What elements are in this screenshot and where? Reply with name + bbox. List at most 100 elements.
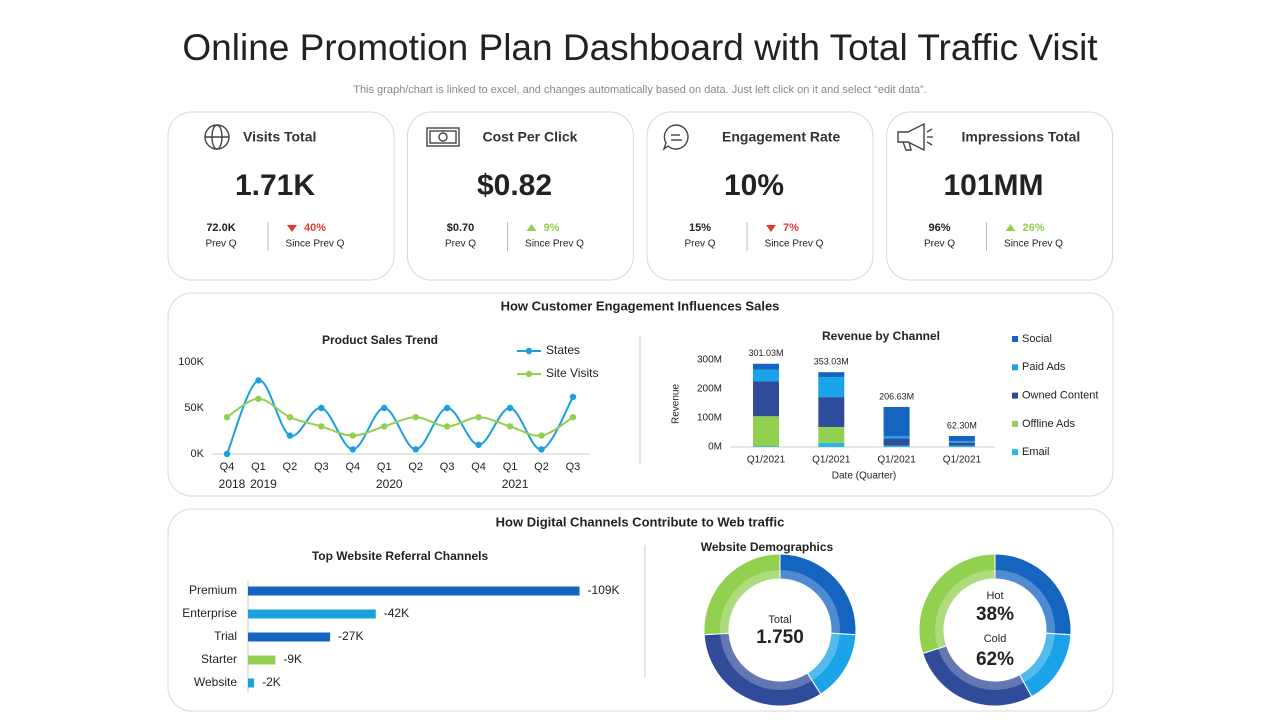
data-point xyxy=(569,393,577,401)
value-label: -2K xyxy=(262,675,281,689)
center-label: Hot xyxy=(986,590,1003,602)
legend-swatch xyxy=(1012,336,1018,342)
legend-marker xyxy=(525,370,533,378)
x-tick-label: Q1/2021 xyxy=(877,455,916,466)
data-point xyxy=(538,432,545,439)
kpi-prev-label: Prev Q xyxy=(684,239,715,250)
x-tick-label: Q2 xyxy=(408,461,423,473)
kpi-title: Cost Per Click xyxy=(483,129,578,145)
kpi-prev-label: Prev Q xyxy=(924,239,955,250)
bar xyxy=(248,678,255,688)
value-label: -27K xyxy=(338,629,363,643)
kpi-value: 1.71K xyxy=(235,169,315,202)
x-tick-label: Q1 xyxy=(251,461,266,473)
donut-inner-band xyxy=(780,570,840,634)
kpi-change: 7% xyxy=(783,222,799,234)
total-label: 301.03M xyxy=(748,348,783,358)
year-label: 2021 xyxy=(502,477,529,491)
chart-title: Product Sales Trend xyxy=(322,333,438,347)
trend-arrow xyxy=(766,225,776,232)
legend-label: Owned Content xyxy=(1022,390,1098,402)
data-point xyxy=(443,404,451,412)
x-tick-label: Q1 xyxy=(377,461,392,473)
bar-segment xyxy=(883,438,910,446)
data-point xyxy=(255,395,262,402)
bar-segment xyxy=(818,442,845,447)
data-point xyxy=(223,414,231,421)
center-label: 38% xyxy=(976,604,1014,625)
x-tick-label: Q4 xyxy=(471,461,486,473)
kpi-card xyxy=(646,111,874,281)
data-point xyxy=(506,404,514,412)
legend-swatch xyxy=(1012,392,1018,399)
legend-swatch xyxy=(1012,420,1018,427)
data-point xyxy=(569,414,577,421)
cash-icon xyxy=(426,127,460,147)
section-title: How Digital Channels Contribute to Web t… xyxy=(496,514,785,529)
kpi-card xyxy=(167,111,395,281)
y-tick-label: 300M xyxy=(697,355,722,366)
kpi-card xyxy=(886,111,1113,281)
data-point xyxy=(475,441,482,448)
bar xyxy=(248,655,276,665)
category-label: Enterprise xyxy=(182,606,237,620)
data-point xyxy=(286,432,294,439)
y-tick-label: 0K xyxy=(191,448,205,460)
bar-segment xyxy=(818,426,845,443)
total-label: 353.03M xyxy=(814,357,849,367)
x-tick-label: Q1/2021 xyxy=(747,455,786,466)
x-tick-label: Q1/2021 xyxy=(812,455,851,466)
kpi-change: 40% xyxy=(304,222,326,234)
kpi-value: 10% xyxy=(724,169,784,202)
bar-segment xyxy=(948,441,975,443)
legend-swatch xyxy=(1012,449,1018,456)
kpi-title: Engagement Rate xyxy=(722,129,840,145)
kpi-card xyxy=(407,111,634,281)
megaphone-icon xyxy=(897,122,933,152)
chat-icon xyxy=(662,124,689,151)
center-label: Total xyxy=(768,614,791,626)
globe-icon xyxy=(204,124,230,150)
kpi-change-label: Since Prev Q xyxy=(286,239,345,250)
trend-arrow xyxy=(1005,224,1016,231)
donut-inner-band xyxy=(720,633,813,690)
page-title: Online Promotion Plan Dashboard with Tot… xyxy=(182,27,1098,68)
total-label: 206.63M xyxy=(879,391,914,401)
legend-label: Email xyxy=(1022,446,1050,458)
bar-segment xyxy=(753,381,779,417)
data-point xyxy=(286,414,294,421)
bar-segment xyxy=(948,445,975,447)
y-tick-label: 50K xyxy=(184,402,204,414)
bar-segment xyxy=(948,442,975,446)
data-point xyxy=(255,377,262,384)
chart-title: Website Demographics xyxy=(701,540,834,554)
chart-title: Revenue by Channel xyxy=(822,329,940,343)
year-label: 2019 xyxy=(250,477,277,491)
donut-inner-band xyxy=(934,570,995,649)
bar-segment xyxy=(753,446,779,447)
year-label: 2018 xyxy=(219,477,246,491)
donut-inner-band xyxy=(995,570,1056,634)
kpi-prev-value: 72.0K xyxy=(206,222,235,234)
data-point xyxy=(318,423,325,430)
bar xyxy=(248,609,376,619)
year-label: 2020 xyxy=(376,477,403,491)
y-axis-label: Revenue xyxy=(671,384,682,424)
kpi-prev-value: $0.70 xyxy=(447,222,475,234)
legend-swatch xyxy=(1012,364,1018,371)
y-tick-label: 100K xyxy=(178,356,204,368)
x-tick-label: Q3 xyxy=(566,461,581,473)
center-label: Cold xyxy=(984,633,1007,645)
bar-segment xyxy=(753,363,779,370)
bar-segment xyxy=(753,369,779,382)
value-label: -9K xyxy=(283,652,302,666)
x-tick-label: Q1/2021 xyxy=(943,455,982,466)
data-point xyxy=(412,446,419,453)
data-point xyxy=(381,423,388,430)
bar-segment xyxy=(753,416,779,447)
kpi-value: $0.82 xyxy=(477,169,552,202)
legend-label: Offline Ads xyxy=(1022,418,1075,430)
section-title: How Customer Engagement Influences Sales xyxy=(501,298,780,313)
bar-segment xyxy=(818,397,845,427)
